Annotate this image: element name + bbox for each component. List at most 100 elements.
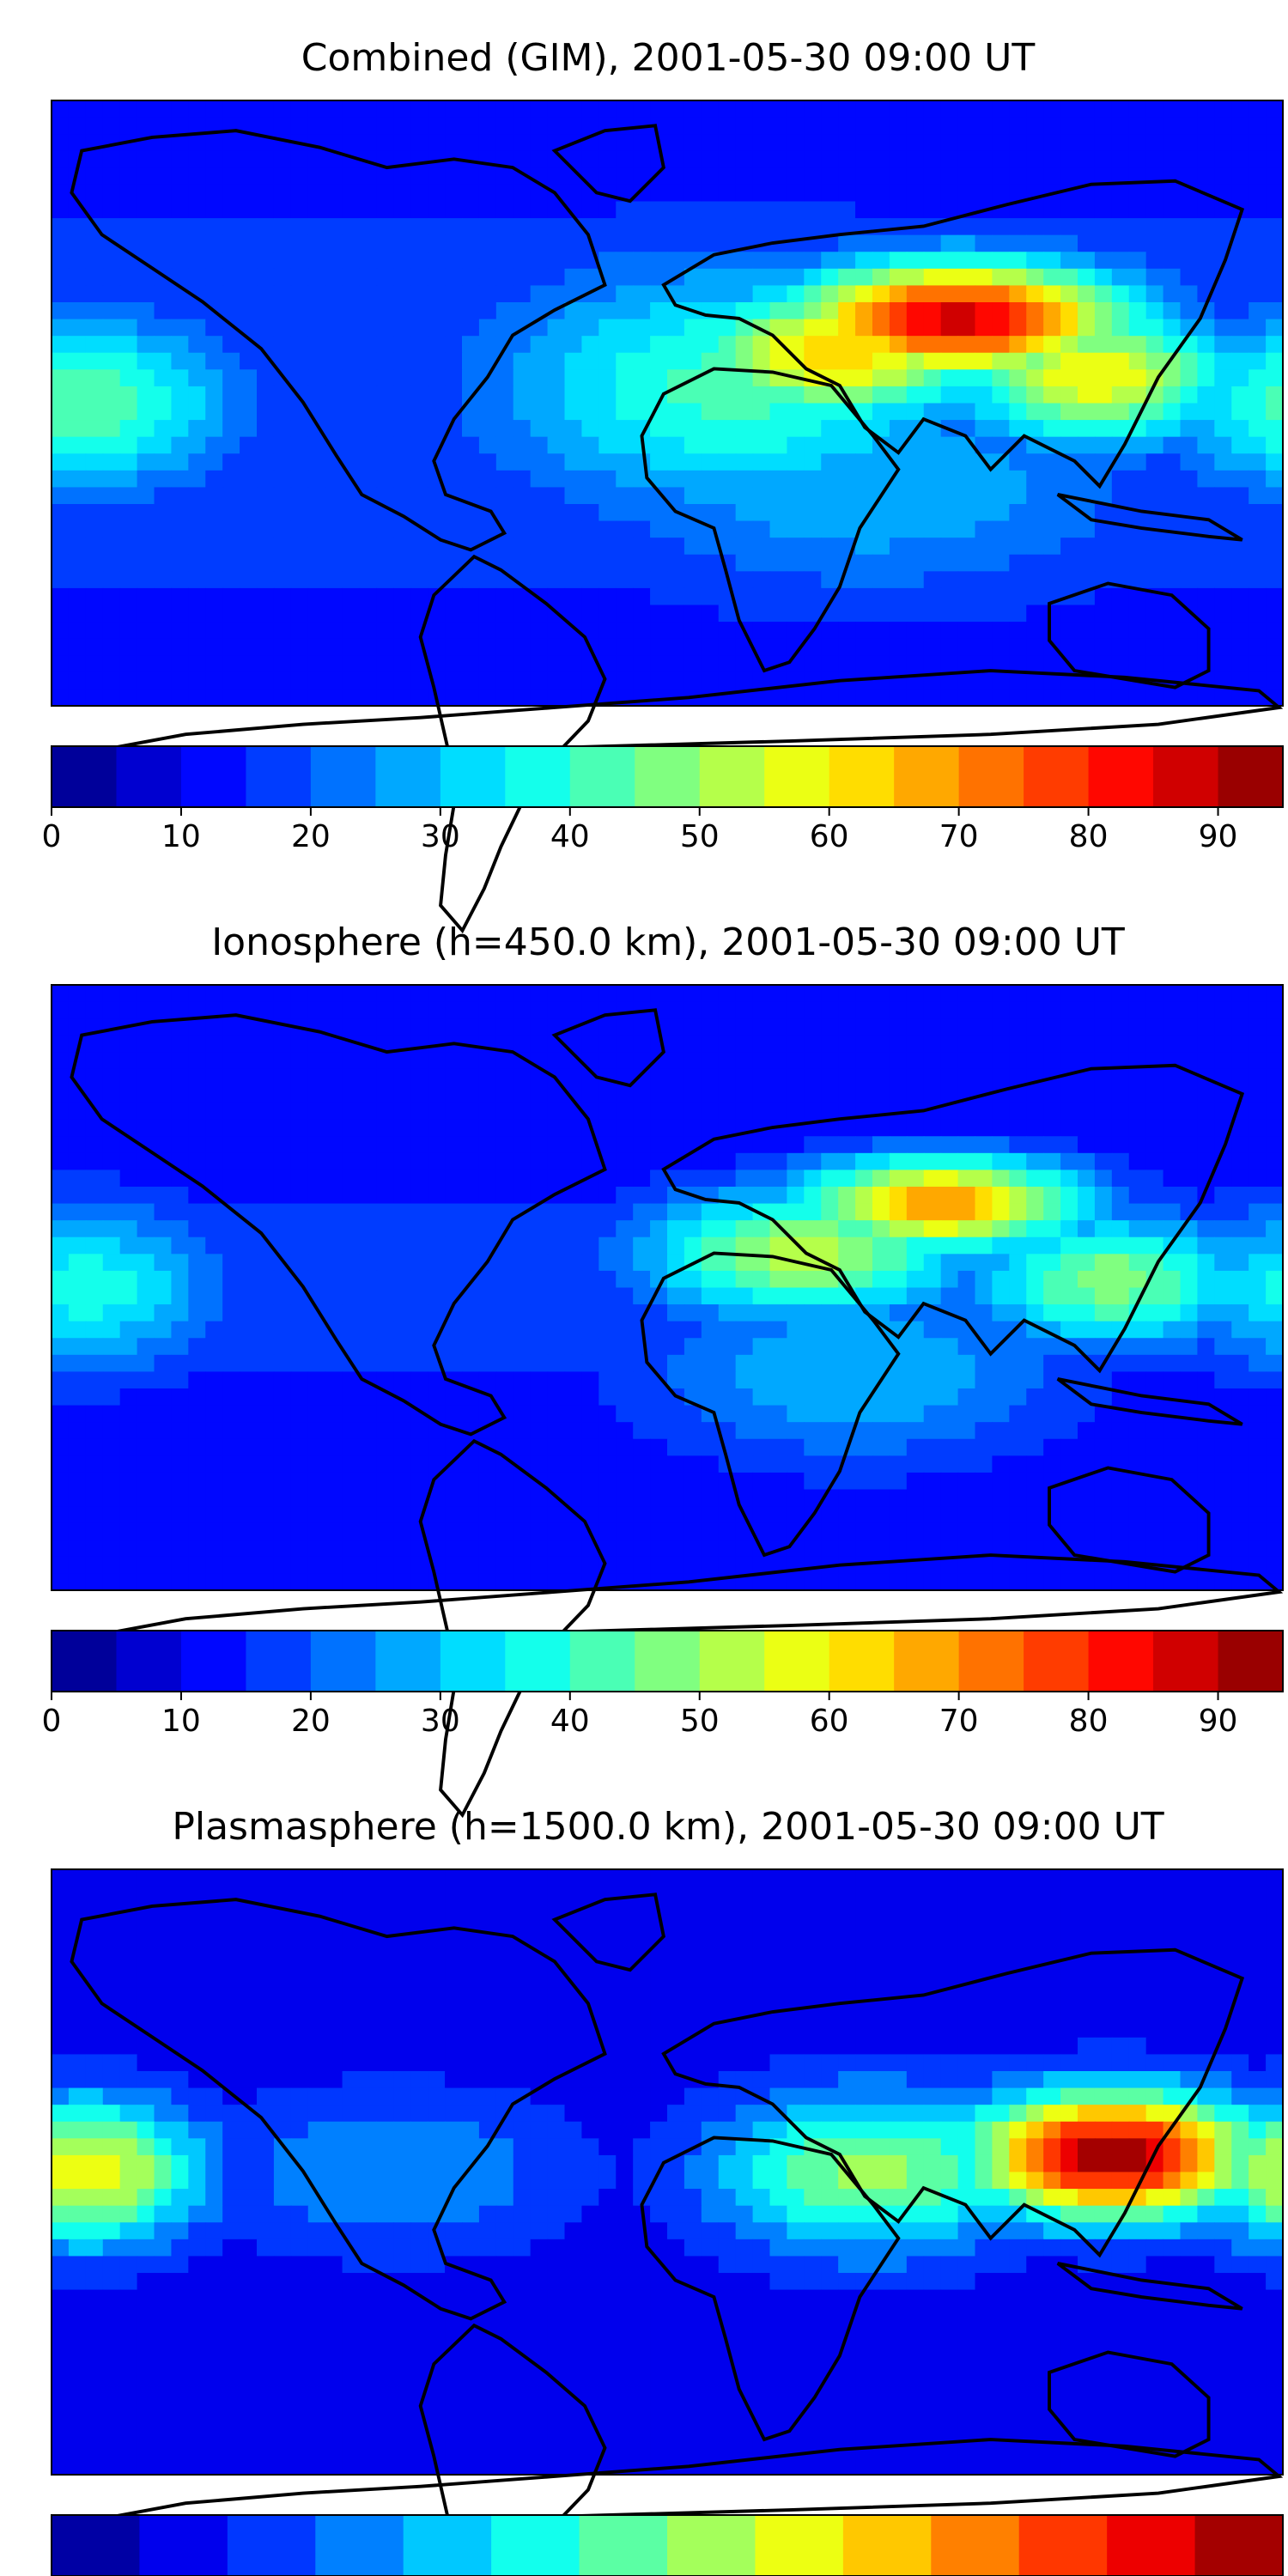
heatmap-cell xyxy=(598,319,617,337)
heatmap-cell xyxy=(804,1103,822,1121)
colorbar-segment xyxy=(894,746,960,807)
heatmap-cell xyxy=(547,1388,566,1406)
heatmap-cell xyxy=(257,1506,275,1524)
heatmap-cell xyxy=(359,1052,378,1070)
heatmap-cell xyxy=(1266,1506,1284,1524)
heatmap-cell xyxy=(171,1018,189,1036)
heatmap-cell xyxy=(992,622,1010,640)
heatmap-cell xyxy=(1266,117,1284,135)
heatmap-cell xyxy=(564,436,583,454)
heatmap-cell xyxy=(1043,520,1061,538)
heatmap-cell xyxy=(119,1506,138,1524)
heatmap-cell xyxy=(1043,1321,1061,1339)
heatmap-cell xyxy=(889,1489,908,1507)
heatmap-cell xyxy=(342,1187,361,1205)
heatmap-cell xyxy=(307,1422,326,1440)
heatmap-cell xyxy=(1128,1506,1147,1524)
heatmap-cell xyxy=(957,1371,976,1389)
heatmap-cell xyxy=(855,605,873,623)
heatmap-cell xyxy=(616,117,634,135)
heatmap-cell xyxy=(393,268,411,287)
heatmap-cell xyxy=(940,352,959,370)
heatmap-cell xyxy=(1043,470,1061,489)
heatmap-cell xyxy=(547,386,566,404)
heatmap-cell xyxy=(992,1220,1010,1238)
heatmap-cell xyxy=(769,1236,788,1255)
heatmap-cell xyxy=(1163,1035,1182,1053)
heatmap-cell xyxy=(701,1152,720,1171)
heatmap-cell xyxy=(889,1388,908,1406)
heatmap-cell xyxy=(257,622,275,640)
heatmap-cell xyxy=(1266,554,1284,572)
heatmap-cell xyxy=(923,252,942,270)
heatmap-cell xyxy=(222,1506,240,1524)
heatmap-cell xyxy=(1163,453,1182,471)
heatmap-cell xyxy=(598,369,617,387)
heatmap-cell xyxy=(821,655,839,673)
heatmap-cell xyxy=(68,554,87,572)
heatmap-cell xyxy=(342,1388,361,1406)
heatmap-cell xyxy=(119,369,138,387)
heatmap-cell xyxy=(171,554,189,572)
heatmap-cell xyxy=(701,1472,720,1491)
heatmap-cell xyxy=(838,605,856,623)
heatmap-cell xyxy=(1231,167,1249,185)
heatmap-cell xyxy=(906,436,925,454)
heatmap-cell xyxy=(359,1103,378,1121)
heatmap-cell xyxy=(581,100,599,118)
heatmap-cell xyxy=(1266,453,1284,471)
heatmap-cell xyxy=(975,1001,993,1019)
heatmap-cell xyxy=(769,554,788,572)
heatmap-cell xyxy=(1249,150,1267,168)
heatmap-cell xyxy=(940,1354,959,1373)
heatmap-cell xyxy=(683,587,702,606)
heatmap-cell xyxy=(1231,1388,1249,1406)
heatmap-cell xyxy=(957,1103,976,1121)
heatmap-cell xyxy=(564,1001,583,1019)
heatmap-cell xyxy=(1128,985,1147,1003)
heatmap-cell xyxy=(975,571,993,589)
heatmap-cell xyxy=(581,1254,599,1272)
heatmap-cell xyxy=(290,985,309,1003)
heatmap-cell xyxy=(872,352,890,370)
heatmap-cell xyxy=(222,487,240,505)
heatmap-cell xyxy=(1180,1170,1199,1188)
heatmap-cell xyxy=(428,1203,446,1221)
heatmap-cell xyxy=(872,587,890,606)
heatmap-cell xyxy=(1214,285,1232,303)
heatmap-cell xyxy=(393,420,411,438)
heatmap-cell xyxy=(547,538,566,556)
heatmap-cell xyxy=(257,571,275,589)
heatmap-cell xyxy=(975,386,993,404)
heatmap-cell xyxy=(154,504,173,522)
heatmap-cell xyxy=(701,985,720,1003)
heatmap-cell xyxy=(940,571,959,589)
heatmap-cell xyxy=(838,1354,856,1373)
heatmap-cell xyxy=(872,218,890,236)
heatmap-cell xyxy=(257,386,275,404)
heatmap-cell xyxy=(804,1304,822,1322)
heatmap-cell xyxy=(1249,252,1267,270)
heatmap-cell xyxy=(906,252,925,270)
heatmap-cell xyxy=(872,184,890,203)
heatmap-cell xyxy=(478,1187,497,1205)
heatmap-cell xyxy=(598,1035,617,1053)
heatmap-cell xyxy=(667,319,685,337)
heatmap-cell xyxy=(1231,655,1249,673)
heatmap-cell xyxy=(718,671,737,690)
heatmap-cell xyxy=(547,1287,566,1305)
heatmap-cell xyxy=(975,1236,993,1255)
heatmap-cell xyxy=(119,1001,138,1019)
heatmap-cell xyxy=(838,369,856,387)
colorbar-ticks: 0 10 20 30 40 50 60 70 80 90 xyxy=(42,807,1237,854)
heatmap-cell xyxy=(769,1203,788,1221)
heatmap-cell xyxy=(564,1254,583,1272)
heatmap-cell xyxy=(855,150,873,168)
heatmap-cell xyxy=(119,1405,138,1423)
heatmap-cell xyxy=(1111,369,1130,387)
heatmap-cell xyxy=(1197,1220,1215,1238)
heatmap-cell xyxy=(616,470,634,489)
heatmap-cell xyxy=(154,386,173,404)
heatmap-cell xyxy=(855,487,873,505)
heatmap-cell xyxy=(804,638,822,656)
